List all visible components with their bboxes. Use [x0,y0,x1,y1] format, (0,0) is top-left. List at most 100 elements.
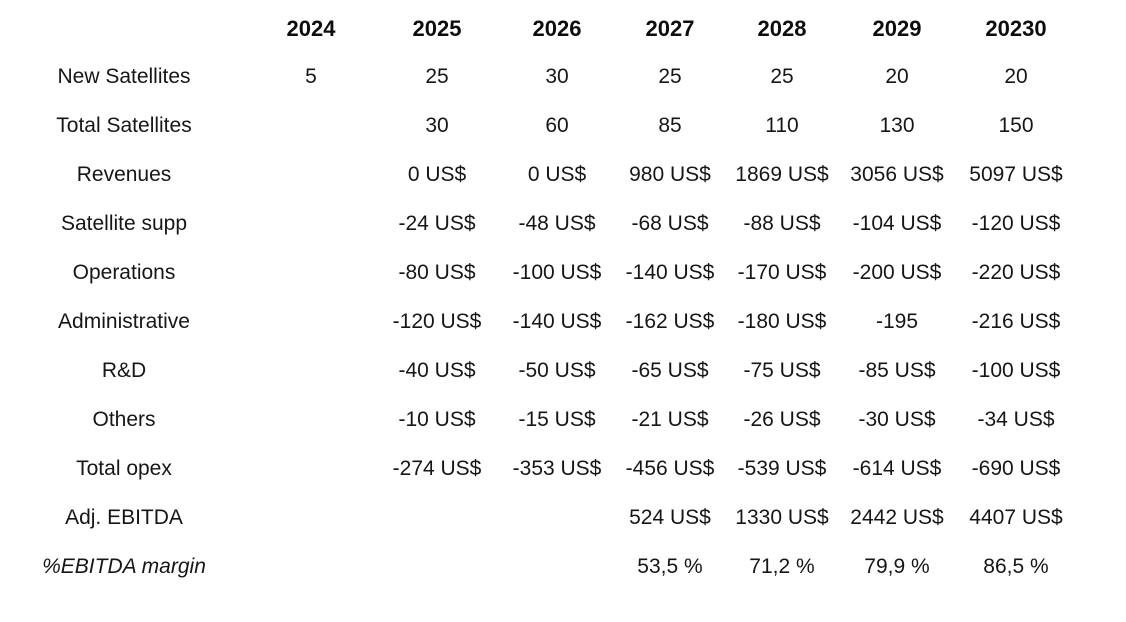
row-label: Administrative [58,309,190,333]
table-cell: 86,5 % [983,554,1049,578]
table-cell [248,101,374,150]
table-row: %EBITDA margin 53,5 % 71,2 % 79,9 % 86,5 % [0,542,1076,591]
row-label: Others [92,407,156,431]
table-cell: 1330 US$ [735,505,829,529]
table-cell: -75 US$ [743,358,821,382]
year-column-header: 2027 [645,16,695,41]
table-cell: -140 US$ [512,309,602,333]
table-cell: 0 US$ [407,162,467,186]
table-cell: 5 [305,64,317,88]
table-cell: -120 US$ [971,211,1061,235]
row-label: Revenues [76,162,172,186]
row-label: New Satellites [57,64,191,88]
table-cell [500,542,614,591]
table-cell [248,150,374,199]
table-cell: -216 US$ [971,309,1061,333]
table-cell [248,297,374,346]
table-cell [248,395,374,444]
table-cell: -21 US$ [631,407,709,431]
table-cell: -170 US$ [737,260,827,284]
table-cell: -220 US$ [971,260,1061,284]
table-cell: 60 [545,113,569,137]
header-row: 2024 2025 2026 2027 2028 2029 20230 [0,6,1076,52]
table-cell: -614 US$ [852,456,942,480]
row-label-column-header [0,6,248,52]
table-cell: 110 [765,113,799,137]
table-cell: -30 US$ [858,407,936,431]
row-label: Total opex [76,456,172,480]
table-cell: 25 [770,64,794,88]
table-cell: 1869 US$ [735,162,829,186]
row-label: R&D [101,358,147,382]
table-cell: -15 US$ [518,407,596,431]
table-cell: -539 US$ [737,456,827,480]
table-cell [248,248,374,297]
table-row: R&D -40 US$ -50 US$ -65 US$ -75 US$ -85 US$ -1… [0,346,1076,395]
table-cell: -50 US$ [518,358,596,382]
table-cell [374,493,500,542]
table-cell: -200 US$ [852,260,942,284]
table-cell: -690 US$ [971,456,1061,480]
table-row: Revenues 0 US$ 0 US$ 980 US$ 1869 US$ 3056 US… [0,150,1076,199]
table-row: Total opex -274 US$ -353 US$ -456 US$ -539 U… [0,444,1076,493]
row-label: %EBITDA margin [42,554,206,578]
table-row: Total Satellites 30 60 85 110 130 150 [0,101,1076,150]
table-cell: 150 [998,113,1034,137]
table-cell: -88 US$ [743,211,821,235]
table-cell: -24 US$ [398,211,476,235]
table-cell: 5097 US$ [969,162,1063,186]
table-cell: 130 [879,113,915,137]
row-label: Total Satellites [56,113,192,137]
financial-projection-table: 2024 2025 2026 2027 2028 2029 20230 New Satell… [0,6,1076,591]
table-cell [248,199,374,248]
table-cell: -10 US$ [398,407,476,431]
table-cell: 3056 US$ [850,162,944,186]
table-cell: -195 [875,309,919,333]
table-cell [500,493,614,542]
year-column-header: 20230 [985,16,1047,41]
table-row: Satellite supp -24 US$ -48 US$ -68 US$ -88 U… [0,199,1076,248]
table-cell: -48 US$ [518,211,596,235]
table-cell: 524 US$ [629,505,711,529]
table-row: Adj. EBITDA 524 US$ 1330 US$ 2442 US$ 4407 U… [0,493,1076,542]
table-cell: -140 US$ [625,260,715,284]
table-row: Administrative -120 US$ -140 US$ -162 US$ -1… [0,297,1076,346]
table-cell: -162 US$ [625,309,715,333]
table-cell: -65 US$ [631,358,709,382]
table-cell: 71,2 % [749,554,815,578]
table-cell: -34 US$ [977,407,1055,431]
table-cell [248,346,374,395]
table-cell [374,542,500,591]
table-cell: 30 [425,113,449,137]
table-cell: 85 [658,113,682,137]
table-cell: 53,5 % [637,554,703,578]
table-cell: 2442 US$ [850,505,944,529]
year-column-header: 2029 [872,16,922,41]
table-cell: 0 US$ [527,162,587,186]
table-cell: 4407 US$ [969,505,1063,529]
table-cell: 30 [545,64,569,88]
year-column-header: 2028 [757,16,807,41]
table-cell: -80 US$ [398,260,476,284]
table-cell: -26 US$ [743,407,821,431]
table-cell: 980 US$ [629,162,711,186]
table-cell: 20 [885,64,909,88]
table-cell [248,493,374,542]
table-row: Others -10 US$ -15 US$ -21 US$ -26 US$ -30 US… [0,395,1076,444]
table-row: New Satellites 5 25 30 25 25 20 20 [0,52,1076,101]
table-header: 2024 2025 2026 2027 2028 2029 20230 [0,6,1076,52]
row-label: Adj. EBITDA [65,505,183,529]
table-cell: -68 US$ [631,211,709,235]
table-cell: -120 US$ [392,309,482,333]
table-cell: 20 [1004,64,1028,88]
table-cell: -456 US$ [625,456,715,480]
row-label: Operations [72,260,176,284]
table-cell: -180 US$ [737,309,827,333]
table-cell: 25 [425,64,449,88]
table-cell: -353 US$ [512,456,602,480]
year-column-header: 2024 [286,16,336,41]
table-cell: -104 US$ [852,211,942,235]
table-cell: -274 US$ [392,456,482,480]
table-cell [248,444,374,493]
table-body: New Satellites 5 25 30 25 25 20 20 Total Satelli… [0,52,1076,591]
